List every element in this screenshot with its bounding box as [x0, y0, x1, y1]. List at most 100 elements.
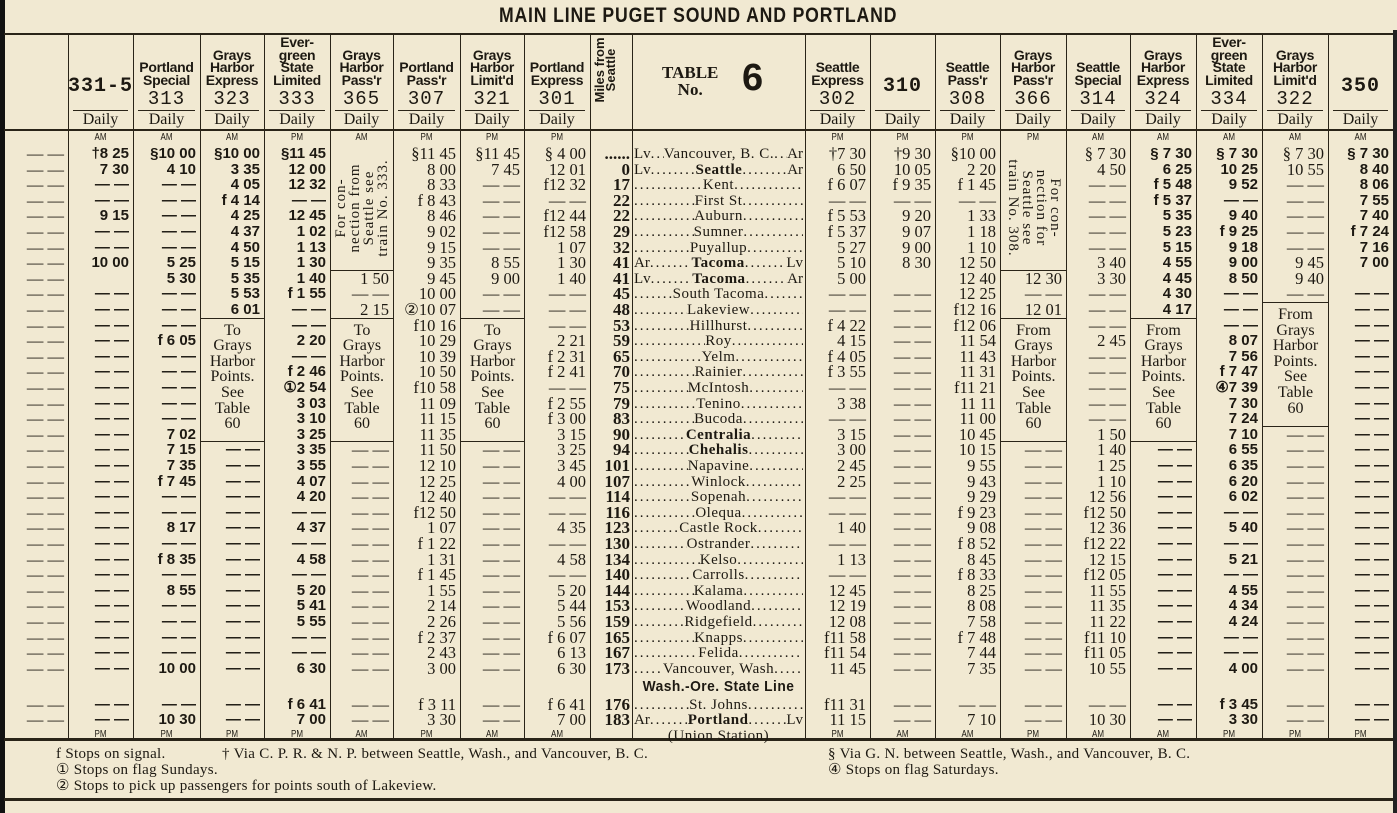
table-label-line2: No.: [677, 80, 703, 99]
train-name-line: Limited: [1205, 71, 1253, 88]
time-cell: †9 30: [893, 144, 931, 163]
time-cell: 9 45: [1295, 253, 1324, 273]
time-cell: — —: [1157, 581, 1192, 599]
time-cell: 5 55: [296, 613, 326, 630]
time-cell: — —: [225, 441, 260, 459]
note-line: To: [484, 321, 501, 339]
time-cell: 12 45: [828, 580, 866, 600]
station-name: Tacoma: [691, 255, 745, 272]
train-days: Daily: [214, 111, 250, 128]
station-name: Wash.-Ore. State Line: [642, 679, 795, 696]
time-cell: f 2 55: [547, 393, 587, 413]
note-line: Table: [474, 399, 511, 417]
note-line: 60: [224, 415, 241, 433]
time-cell: — —: [26, 362, 64, 382]
note-line: Points.: [339, 368, 384, 386]
train-days: Daily: [279, 111, 315, 128]
time-marker-top: AM: [94, 132, 107, 143]
time-cell: — —: [94, 488, 129, 506]
time-cell: f 5 37: [827, 222, 867, 241]
time-cell: — —: [1354, 597, 1389, 615]
train-name-line: Ever-: [1212, 34, 1246, 50]
time-cell: — —: [26, 175, 64, 195]
time-cell: — —: [482, 471, 520, 491]
time-cell: — —: [225, 550, 260, 568]
time-cell: 4 24: [1228, 613, 1258, 630]
time-marker-bottom: AM: [551, 729, 563, 740]
time-marker-top: AM: [160, 132, 173, 143]
station-row: Kalama: [634, 583, 803, 599]
note-line: train No. 333.: [375, 159, 391, 257]
time-cell: — —: [893, 300, 931, 319]
time-cell: 11 35: [1089, 596, 1126, 616]
station-row: Olequa: [634, 505, 803, 521]
time-cell: f 8 52: [957, 534, 997, 553]
time-cell: 4 00: [557, 471, 586, 491]
connection-note: From Grays Harbor Points. See Table 60: [1131, 317, 1196, 443]
time-cell: 8 45: [967, 549, 996, 569]
time-marker-top: AM: [226, 132, 238, 143]
time-cell: — —: [1157, 441, 1192, 459]
train-name-line: Express: [205, 71, 259, 88]
time-cell: 1 18: [967, 222, 996, 241]
train-days: Daily: [539, 111, 575, 128]
time-cell: — —: [94, 363, 129, 381]
mileage: 48: [613, 300, 630, 319]
mileage: 41: [613, 268, 630, 288]
table-label: TABLE No.: [662, 64, 718, 98]
time-cell: 2 45: [837, 456, 866, 475]
note-line: To: [224, 321, 241, 339]
time-cell: — —: [94, 457, 129, 474]
time-cell: 3 30: [427, 710, 456, 729]
time-cell: 5 10: [837, 253, 866, 273]
time-cell: f 1 55: [287, 285, 326, 303]
station-row: Ar Tacoma Lv: [634, 255, 803, 271]
station-name: Rainier: [694, 364, 743, 381]
time-cell: — —: [1157, 550, 1192, 568]
train-header: Portland Special 313: [133, 35, 200, 111]
station-row: South Tacoma: [634, 286, 803, 302]
train-number: 321: [473, 88, 511, 110]
time-cell: 1 13: [296, 238, 326, 256]
time-cell: — —: [893, 409, 931, 429]
dot-leader: [634, 458, 688, 474]
time-cell: — —: [26, 627, 64, 647]
time-cell: — —: [225, 503, 260, 521]
time-cell: — —: [161, 597, 196, 615]
days-rule: [465, 110, 519, 111]
dot-leader: [748, 697, 803, 713]
time-cell: f 5 48: [1153, 176, 1192, 194]
time-cell: 7 58: [967, 612, 996, 631]
station-lv-ar: Lv: [786, 712, 803, 728]
time-cell: — —: [1286, 612, 1324, 631]
time-cell: — —: [1286, 695, 1324, 714]
time-cell: — —: [1157, 644, 1192, 662]
time-cell: — —: [828, 284, 866, 304]
time-cell: f 1 45: [957, 175, 997, 195]
footnote-dagger: † Via C. P. R. & N. P. between Seattle, …: [222, 746, 649, 762]
time-cell: — —: [1088, 300, 1126, 319]
train-header: Seattle Special 314: [1066, 35, 1130, 111]
time-cell: — —: [1286, 534, 1324, 553]
time-cell: — —: [291, 503, 326, 521]
train-name-line: Grays: [1143, 46, 1183, 63]
time-cell: 9 40: [1228, 207, 1258, 225]
train-name-line: Seattle: [815, 59, 860, 75]
time-cell: — —: [1286, 565, 1324, 585]
time-cell: — —: [1088, 378, 1126, 397]
time-cell: 5 23: [1162, 223, 1192, 240]
time-cell: — —: [1088, 695, 1126, 714]
station-name: Tacoma: [692, 270, 746, 287]
dot-leader: [634, 567, 692, 583]
note-line: nection for: [1032, 169, 1049, 247]
note-line: From: [1016, 321, 1051, 339]
table-label-line1: TABLE: [662, 63, 719, 82]
time-cell: 10 39: [418, 346, 456, 366]
train-name-line: Grays: [1013, 46, 1053, 63]
time-cell: — —: [26, 518, 64, 538]
time-cell: — —: [1223, 285, 1258, 303]
note-line: See: [1021, 383, 1046, 401]
time-cell: — —: [893, 580, 931, 600]
time-cell: — —: [351, 612, 389, 631]
note-line: Grays: [213, 337, 252, 355]
